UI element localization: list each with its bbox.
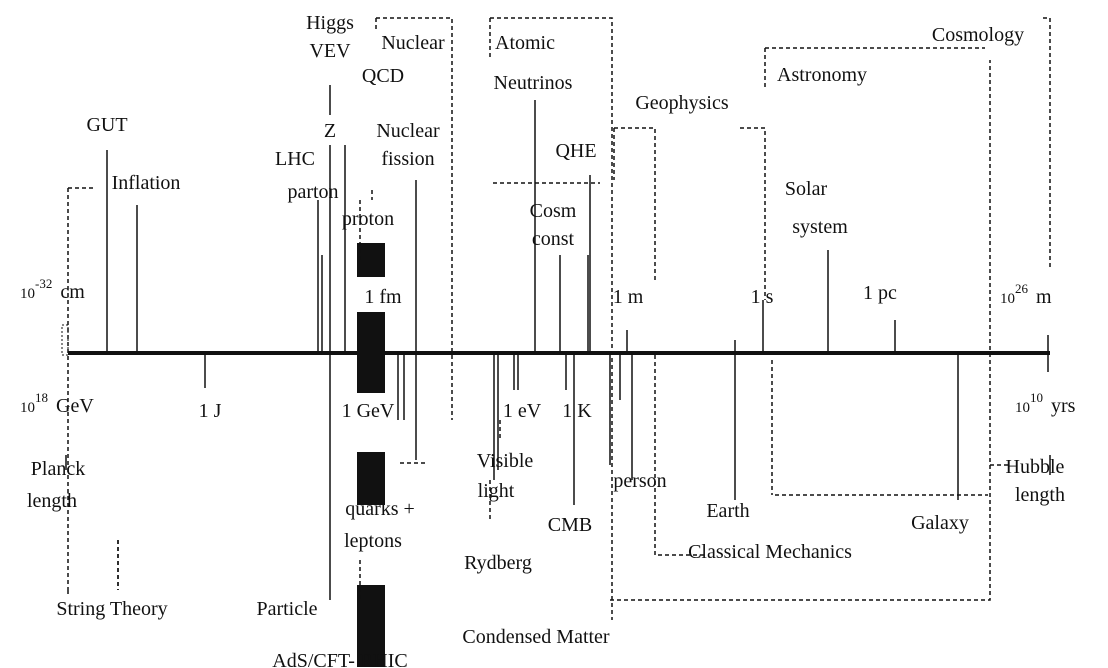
label: person xyxy=(613,470,666,492)
scale-unit: cm xyxy=(60,281,85,303)
label: Hubble xyxy=(1006,456,1065,478)
label: Rydberg xyxy=(464,552,532,574)
region-outline xyxy=(610,47,991,601)
block xyxy=(357,452,385,505)
label: proton xyxy=(342,208,394,230)
label: 1 pc xyxy=(863,282,897,304)
label: Higgs xyxy=(306,12,354,34)
label: 1 eV xyxy=(503,400,542,422)
scale-exponent: -32 xyxy=(35,276,52,291)
scale-label: 10-32 cm xyxy=(20,276,85,303)
scale-base: 10 xyxy=(1015,400,1030,416)
scale-exponent: 18 xyxy=(35,390,48,405)
label: Atomic xyxy=(495,32,555,54)
label: Galaxy xyxy=(911,512,969,534)
scale-unit: m xyxy=(1036,286,1052,308)
label: Condensed Matter xyxy=(462,626,610,648)
label: Nuclear xyxy=(381,32,445,54)
label: length xyxy=(1015,484,1065,506)
label: quarks + xyxy=(345,498,415,520)
block xyxy=(357,312,385,393)
block xyxy=(357,243,385,277)
scale-unit: GeV xyxy=(56,395,94,417)
label: light xyxy=(478,480,515,502)
label: Geophysics xyxy=(635,92,729,114)
region-outline xyxy=(117,17,1051,590)
region-outline xyxy=(489,17,613,620)
scale-base: 10 xyxy=(20,400,35,416)
region-outline xyxy=(67,190,501,600)
label: CMB xyxy=(548,514,592,536)
region-outline xyxy=(67,187,119,590)
label: 1 fm xyxy=(364,286,402,308)
label: Neutrinos xyxy=(494,72,573,94)
label: Cosm xyxy=(530,200,577,222)
label: Nuclear xyxy=(376,120,440,142)
label: VEV xyxy=(309,40,351,62)
label: fission xyxy=(381,148,434,170)
label: Z xyxy=(324,120,336,142)
scale-base: 10 xyxy=(1000,291,1015,307)
scale-unit: yrs xyxy=(1051,395,1076,417)
scale-exponent: 26 xyxy=(1015,281,1029,296)
label: 1 K xyxy=(562,400,592,422)
planck-marker xyxy=(61,324,69,356)
label: Inflation xyxy=(112,172,181,194)
label: 1 m xyxy=(613,286,644,308)
label: 1 J xyxy=(199,400,222,422)
label: String Theory xyxy=(56,598,167,620)
label: AdS/CFT- RHIC xyxy=(272,650,407,668)
label: system xyxy=(792,216,848,238)
label: Cosmology xyxy=(932,24,1024,46)
label: Particle xyxy=(256,598,317,620)
label: 1 s xyxy=(751,286,774,308)
label: Solar xyxy=(785,178,828,200)
label: leptons xyxy=(344,530,402,552)
label: Earth xyxy=(706,500,749,522)
scale-base: 10 xyxy=(20,286,35,302)
label: 1 GeV xyxy=(342,400,395,422)
label: QHE xyxy=(555,140,596,162)
label: parton xyxy=(287,181,338,203)
label: Planck xyxy=(31,458,85,480)
scale-label: 1010 yrs xyxy=(1015,390,1076,417)
label: Classical Mechanics xyxy=(688,541,852,563)
scale-label: 1026 m xyxy=(1000,281,1052,308)
label: const xyxy=(532,228,575,250)
label: Astronomy xyxy=(777,64,867,86)
label: Visible xyxy=(477,450,534,472)
block xyxy=(357,585,385,667)
scale-label: 1018 GeV xyxy=(20,390,94,417)
label: LHC xyxy=(275,148,315,170)
label: QCD xyxy=(362,65,404,87)
label: GUT xyxy=(86,114,127,136)
label: length xyxy=(27,490,77,512)
scale-exponent: 10 xyxy=(1030,390,1043,405)
